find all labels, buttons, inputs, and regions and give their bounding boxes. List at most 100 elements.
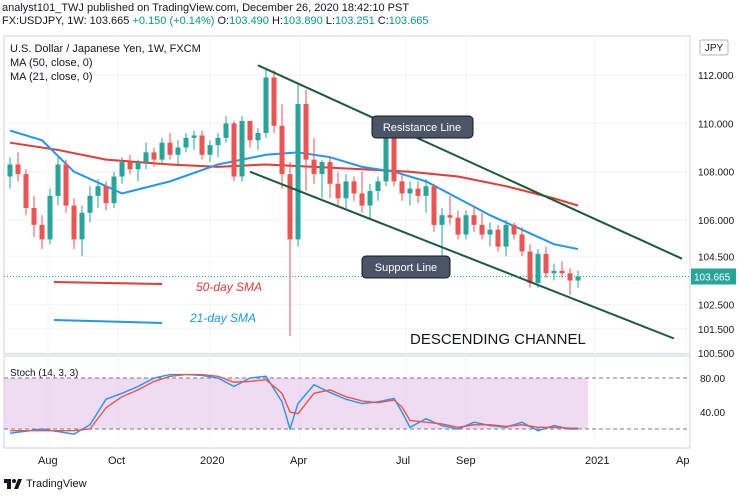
legend-ma21: MA (21, close, 0) <box>10 71 93 83</box>
close-value: 103.665 <box>388 15 429 27</box>
stoch-tick-label: 80.00 <box>700 374 725 385</box>
resistance-line <box>257 64 683 260</box>
candle-body <box>175 147 181 155</box>
h-label: H: <box>271 15 283 27</box>
y-tick-label: 104.500 <box>698 252 735 263</box>
y-tick-label: 103.665 <box>694 272 731 283</box>
candle-body <box>423 186 429 196</box>
y-axis: 112.000 110.000 108.000 106.000 104.500 103.6… <box>691 71 736 360</box>
candle-body <box>7 164 13 177</box>
candle-body <box>447 215 453 218</box>
candle-body <box>207 145 213 155</box>
candle-body <box>55 164 61 196</box>
tradingview-logo-icon <box>4 479 22 489</box>
candle-body <box>255 133 261 141</box>
candle-body <box>335 183 341 199</box>
candles-group <box>7 67 581 337</box>
l-label: L: <box>325 15 335 27</box>
candle-body <box>71 205 77 240</box>
x-tick-label: 2021 <box>585 455 609 467</box>
brand-label: TradingView <box>26 478 87 490</box>
candle-body <box>199 135 205 155</box>
stoch-tick-label: 40.00 <box>700 408 725 419</box>
sma21-label: 21-day SMA <box>189 311 256 325</box>
candle-body <box>223 123 229 138</box>
candle-body <box>487 229 493 235</box>
x-tick-label: Aug <box>38 455 58 467</box>
candle-body <box>375 181 381 192</box>
support-line <box>249 170 675 340</box>
y-tick-label: 108.000 <box>698 168 735 179</box>
sma21-sample-line <box>53 319 163 324</box>
candle-body <box>159 142 165 160</box>
channel-label: DESCENDING CHANNEL <box>410 331 586 348</box>
candle-body <box>239 120 245 177</box>
candle-body <box>287 174 293 240</box>
candle-body <box>39 224 45 240</box>
candle-body <box>535 253 541 283</box>
candle-body <box>519 234 525 252</box>
candle-body <box>359 193 365 206</box>
candle-body <box>63 164 69 206</box>
tradingview-brand[interactable]: TradingView <box>4 478 87 490</box>
candle-body <box>151 152 157 160</box>
resistance-callout: Resistance Line <box>371 115 474 139</box>
candle-body <box>559 270 565 274</box>
candle-body <box>167 142 173 155</box>
x-tick-label: Ap <box>676 455 689 467</box>
candle-body <box>391 135 397 182</box>
candle-body <box>295 104 301 240</box>
currency-badge[interactable] <box>699 39 729 56</box>
high-value: 103.890 <box>282 15 323 27</box>
candle-body <box>47 195 53 240</box>
candle-body <box>111 176 117 204</box>
candle-body <box>143 152 149 163</box>
candle-body <box>31 207 37 225</box>
c-label: C: <box>377 15 389 27</box>
candle-body <box>319 162 325 175</box>
y-tick-label: 110.000 <box>698 119 734 130</box>
candle-body <box>135 162 141 170</box>
candle-body <box>191 135 197 138</box>
candle-body <box>119 162 125 177</box>
x-tick-label: Apr <box>290 455 307 467</box>
last-price: 103.665 <box>89 15 130 27</box>
candle-body <box>367 191 373 206</box>
candle-body <box>383 135 389 182</box>
sma50-label: 50-day SMA <box>196 280 262 294</box>
legend-ma50: MA (50, close, 0) <box>10 57 93 69</box>
candle-body <box>215 137 221 146</box>
x-axis: Aug Oct 2020 Apr Jul Sep 2021 Ap <box>38 455 689 467</box>
publisher-line: analyst101_TWJ published on TradingView.… <box>2 2 410 14</box>
candle-body <box>439 215 445 225</box>
o-label: O: <box>217 15 230 27</box>
sma50-sample-line <box>53 281 163 285</box>
change-value: +0.150 (+0.14%) <box>132 15 215 27</box>
candle-body <box>471 215 477 225</box>
candle-body <box>511 224 517 235</box>
stoch-k-line <box>9 373 578 435</box>
candle-body <box>503 224 509 247</box>
candle-body <box>79 212 85 240</box>
candle-body <box>567 273 573 281</box>
y-tick-label: 112.000 <box>698 71 734 82</box>
candle-body <box>183 137 189 148</box>
candle-body <box>527 251 533 283</box>
resistance-box <box>371 115 474 139</box>
resistance-text: Resistance Line <box>383 122 461 134</box>
candle-body <box>495 229 501 247</box>
candle-body <box>463 215 469 235</box>
open-value: 103.490 <box>229 15 269 27</box>
candle-body <box>87 195 93 213</box>
candle-body <box>271 77 277 126</box>
support-callout: Support Line <box>361 255 451 279</box>
x-tick-label: Oct <box>108 455 125 467</box>
candle-body <box>543 253 549 274</box>
y-tick-label: 102.500 <box>698 301 735 312</box>
last-price-tag <box>691 268 736 285</box>
x-tick-label: Sep <box>456 455 476 467</box>
candle-body <box>551 270 557 274</box>
candle-body <box>103 186 109 204</box>
stoch-label: Stoch (14, 3, 3) <box>10 368 78 379</box>
